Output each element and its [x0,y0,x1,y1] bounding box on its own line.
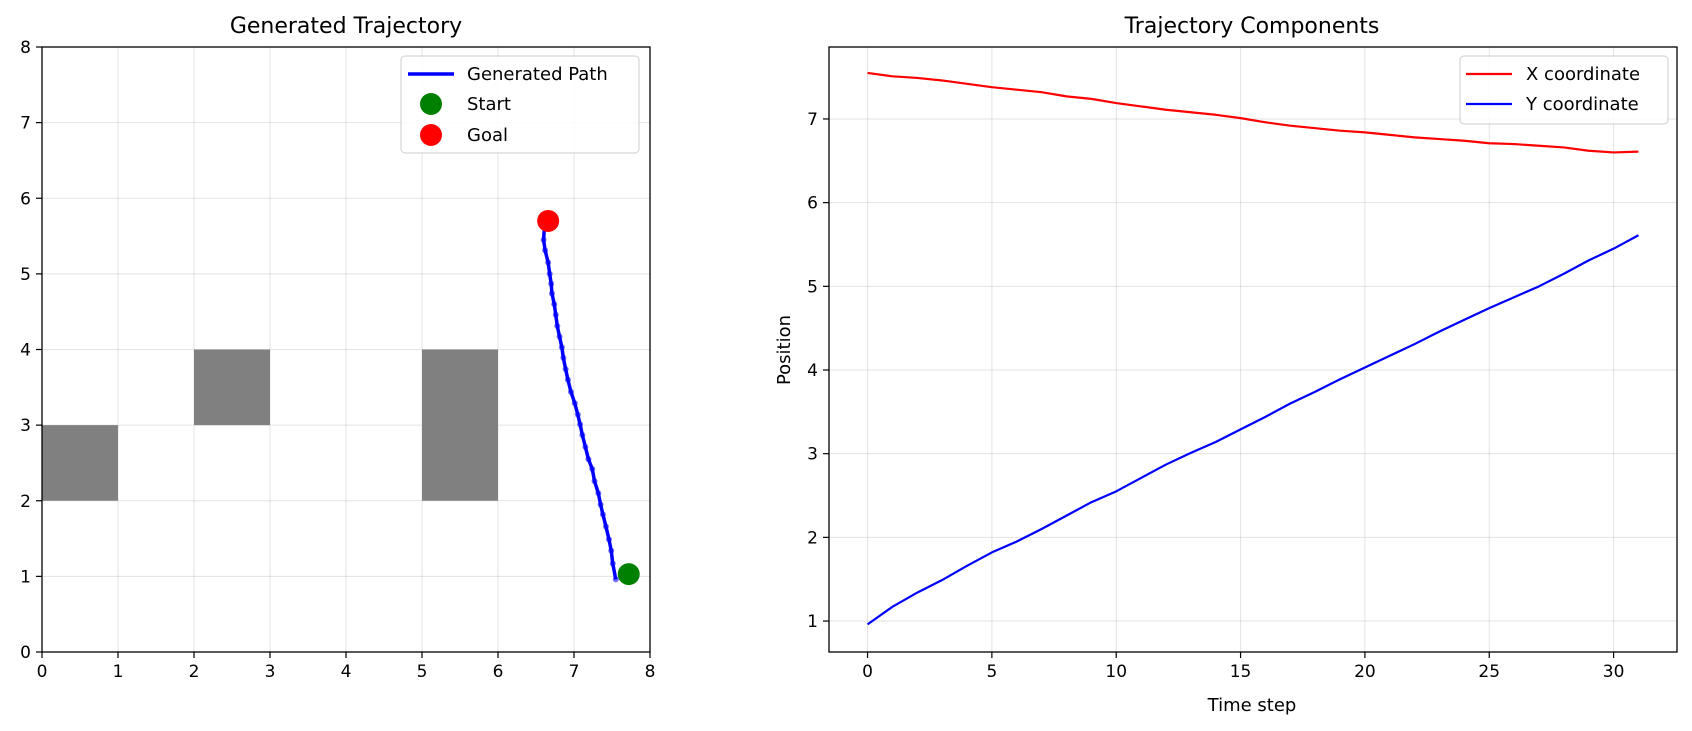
legend-x-coordinate-label: X coordinate [1526,64,1640,85]
generated-path-point-0 [612,576,619,583]
position-tick-label-2: 3 [807,445,818,465]
y-coordinate-line [866,234,1639,626]
components-plot: Trajectory Components 0 5 10 15 20 25 30 1 2 3 4 5 6… [774,14,1678,716]
components-series [866,71,1639,626]
position-tick-label-6: 7 [807,110,818,130]
generated-path-point-7 [595,490,602,497]
generated-path-point-19 [560,354,567,361]
trajectory-ticks: 0 1 2 3 4 5 6 7 8 0 1 2 3 4 5 6 7 8 [20,38,655,682]
x-coordinate-line [867,71,1639,154]
components-ticks: 0 5 10 15 20 25 30 1 2 3 4 5 6 7 [807,110,1624,682]
trajectory-legend: Generated Path Start Goal [400,55,640,154]
x-tick-label-7: 7 [569,662,580,682]
position-tick-label-0: 1 [807,612,818,632]
legend-goal-label: Goal [467,125,508,146]
generated-path-point-14 [574,411,581,418]
components-plot-title: Trajectory Components [1124,14,1380,39]
trajectory-series [537,209,640,586]
legend-generated-path-label: Generated Path [467,64,608,85]
x-tick-label-8: 8 [645,662,656,682]
generated-path-point-24 [551,301,558,308]
generated-path-point-16 [567,388,574,395]
x-tick-label-6: 6 [493,662,504,682]
time-tick-label-4: 20 [1354,662,1376,682]
components-xlabel: Time step [1207,695,1297,716]
x-tick-label-4: 4 [341,662,352,682]
x-tick-label-1: 1 [113,662,124,682]
generated-path-point-21 [556,333,563,340]
generated-path-point-6 [597,501,604,508]
components-legend: X coordinate Y coordinate [1459,55,1669,125]
generated-path-point-23 [552,311,559,318]
generated-path-point-25 [548,290,555,297]
generated-path-point-18 [562,366,569,373]
generated-path-point-3 [605,536,612,543]
generated-path-point-2 [608,547,615,554]
legend-start-label: Start [467,94,511,115]
obstacle-1 [194,349,270,426]
y-tick-label-5: 5 [20,265,31,285]
position-tick-label-4: 5 [807,277,818,297]
generated-path-point-9 [589,465,596,472]
generated-path-point-28 [545,259,552,266]
generated-path-point-15 [571,400,578,407]
time-tick-label-1: 5 [986,662,997,682]
trajectory-plot-title: Generated Trajectory [230,14,462,39]
time-tick-label-3: 15 [1230,662,1252,682]
time-tick-label-5: 25 [1478,662,1500,682]
generated-path-point-22 [554,323,561,330]
time-tick-label-6: 30 [1603,662,1625,682]
components-plot-frame [828,46,1678,653]
legend-start-swatch [420,93,442,115]
obstacle-2 [422,349,498,501]
y-tick-label-6: 6 [20,189,31,209]
generated-path-point-17 [564,376,571,383]
components-ylabel: Position [774,315,795,385]
trajectory-plot: Generated Trajectory 0 1 2 3 4 5 6 7 8012345678 … [20,14,655,682]
y-tick-label-8: 8 [20,38,31,58]
generated-path-point-29 [542,247,549,254]
position-tick-label-5: 6 [807,194,818,214]
generated-path-point-4 [602,523,609,530]
generated-path-point-10 [585,456,592,463]
position-tick-label-1: 2 [807,528,818,548]
y-tick-label-1: 1 [20,567,31,587]
x-tick-label-0: 0 [37,662,48,682]
x-tick-label-3: 3 [265,662,276,682]
y-tick-label-4: 4 [20,341,31,361]
y-tick-label-3: 3 [20,416,31,436]
legend-y-coordinate-label: Y coordinate [1525,94,1639,115]
components-grid [829,47,1677,652]
generated-path-point-30 [540,236,547,243]
trajectory-legend-box [400,55,640,154]
position-tick-label-3: 4 [807,361,818,381]
goal-marker [537,209,560,232]
generated-path-point-27 [546,270,553,277]
time-tick-label-2: 10 [1105,662,1127,682]
generated-path-point-26 [548,280,555,287]
generated-path-point-20 [558,344,565,351]
generated-path-point-11 [582,444,589,451]
legend-goal-swatch [420,124,442,146]
obstacles [42,349,498,501]
x-tick-label-5: 5 [417,662,428,682]
generated-path-point-1 [609,560,616,567]
generated-path-point-13 [577,421,584,428]
x-tick-label-2: 2 [189,662,200,682]
generated-path-point-5 [599,511,606,518]
time-tick-label-0: 0 [862,662,873,682]
generated-path-point-12 [579,431,586,438]
generated-path-point-8 [591,478,598,485]
y-tick-label-0: 0 [20,643,31,663]
obstacle-0 [42,425,118,501]
start-marker [617,563,640,586]
y-tick-label-7: 7 [20,114,31,134]
y-tick-label-2: 2 [20,492,31,512]
